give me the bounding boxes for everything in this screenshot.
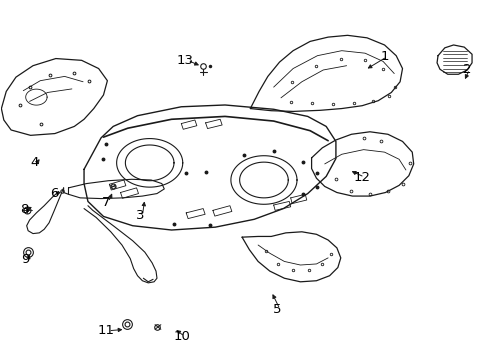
- Text: 2: 2: [462, 63, 470, 76]
- Text: 11: 11: [97, 324, 114, 337]
- Text: 12: 12: [353, 171, 370, 184]
- Text: 5: 5: [273, 303, 281, 316]
- Text: 13: 13: [176, 54, 193, 67]
- Text: 3: 3: [136, 209, 144, 222]
- Text: 6: 6: [50, 187, 58, 200]
- Text: 10: 10: [173, 330, 190, 343]
- Text: 7: 7: [102, 195, 110, 209]
- Text: 1: 1: [380, 50, 388, 63]
- Text: 8: 8: [20, 203, 29, 216]
- Text: 9: 9: [21, 253, 30, 266]
- Text: 4: 4: [30, 156, 39, 169]
